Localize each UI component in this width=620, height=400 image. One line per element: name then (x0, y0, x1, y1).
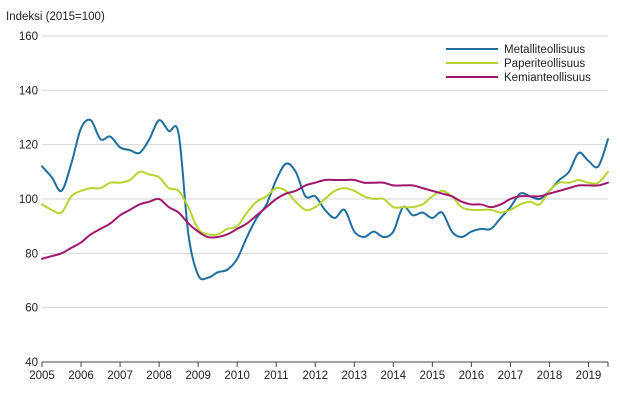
legend-label: Kemianteollisuus (504, 72, 591, 84)
x-tick-label: 2005 (29, 370, 55, 382)
x-tick-label: 2014 (381, 370, 407, 382)
x-tick-label: 2006 (68, 370, 94, 382)
y-tick-label: 160 (19, 31, 38, 43)
x-tick-labels: 2005 2006 2007 2008 2009 2010 2011 2012 2013 2014… (29, 362, 609, 382)
series-lines (41, 118, 609, 281)
x-tick-label: 2011 (264, 370, 289, 382)
y-tick-label: 100 (19, 194, 38, 206)
series-line-1 (41, 170, 609, 236)
legend-label: Paperiteollisuus (504, 58, 585, 70)
x-tick-label: 2009 (185, 370, 211, 382)
y-tick-label: 40 (25, 357, 38, 369)
y-tick-label: 120 (19, 140, 38, 152)
y-axis-label: Indeksi (2015=100) (6, 11, 105, 23)
x-tick-label: 2013 (341, 370, 367, 382)
x-tick-label: 2008 (146, 370, 172, 382)
x-tick-label: 2018 (537, 370, 563, 382)
y-tick-label: 140 (19, 85, 38, 97)
x-tick-label: 2010 (224, 370, 250, 382)
series-line-2 (41, 178, 609, 260)
legend-label: Metalliteollisuus (504, 44, 585, 56)
x-tick-label: 2012 (302, 370, 328, 382)
y-tick-labels: 40 60 80 100 120 140 160 (19, 31, 38, 369)
y-tick-label: 80 (25, 248, 38, 260)
legend: Metalliteollisuus Paperiteollisuus Kemiant… (446, 44, 591, 84)
series-line-0 (41, 118, 609, 281)
x-tick-label: 2017 (498, 370, 524, 382)
x-tick-label: 2015 (420, 370, 446, 382)
x-tick-label: 2016 (459, 370, 485, 382)
x-tick-label: 2019 (576, 370, 602, 382)
gridlines (42, 35, 608, 363)
x-tick-label: 2007 (107, 370, 133, 382)
y-tick-label: 60 (25, 303, 38, 315)
